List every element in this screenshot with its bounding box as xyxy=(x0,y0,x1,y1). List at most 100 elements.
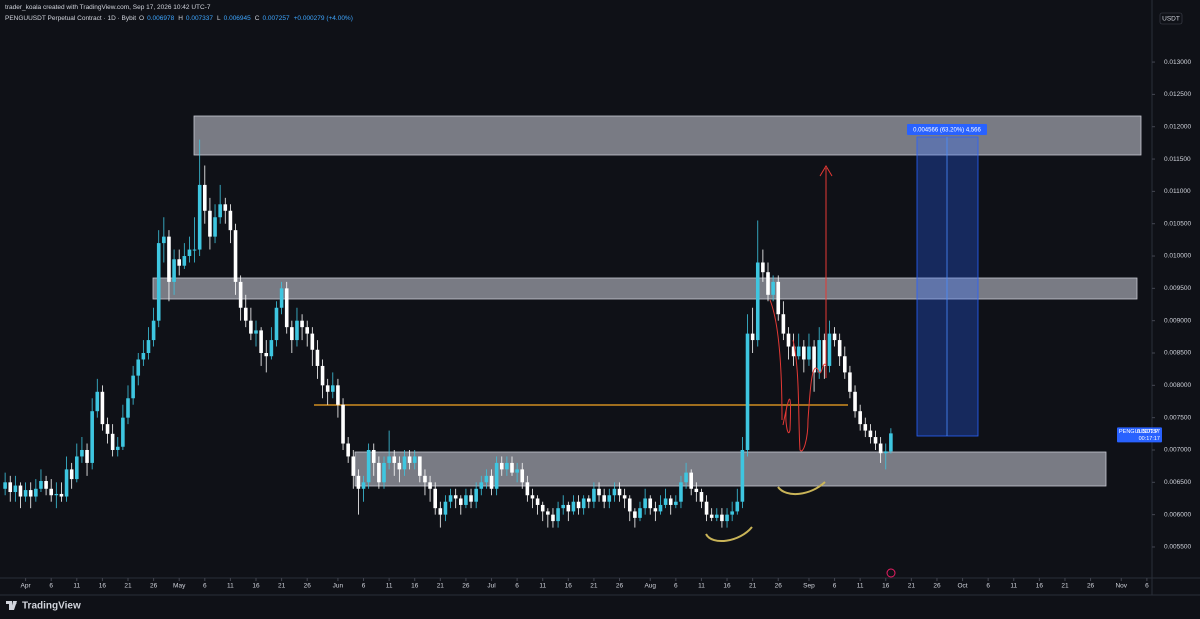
x-tick-label: 26 xyxy=(616,583,624,590)
candle-body xyxy=(274,307,279,341)
candle-body xyxy=(28,490,33,497)
candle-body xyxy=(49,488,53,496)
x-tick-label: 21 xyxy=(1061,583,1069,590)
candle-body xyxy=(499,462,504,470)
candle-body xyxy=(709,514,714,518)
candle-body xyxy=(740,449,745,502)
candle-body xyxy=(525,482,530,496)
y-tick-label: 0.006500 xyxy=(1164,479,1191,486)
candle-body xyxy=(346,443,350,457)
candle-body xyxy=(264,353,269,357)
candle-body xyxy=(484,475,489,483)
candle-body xyxy=(689,472,693,489)
candle-body xyxy=(13,485,18,493)
candle-body xyxy=(668,498,673,505)
x-tick-label: 6 xyxy=(49,583,53,590)
candle-body xyxy=(121,417,125,447)
candle-body xyxy=(694,488,699,493)
candle-body xyxy=(279,288,284,308)
candle-body xyxy=(75,456,79,480)
candle-body xyxy=(627,498,632,512)
candle-body xyxy=(612,488,617,496)
y-tick-label: 0.012000 xyxy=(1164,123,1191,130)
candle-body xyxy=(459,498,463,505)
legend-value: 0.007257 xyxy=(262,15,290,22)
x-tick-label: 6 xyxy=(674,583,678,590)
x-tick-label: 21 xyxy=(749,583,757,590)
candle-body xyxy=(284,288,289,328)
candle-body xyxy=(448,495,453,502)
candle-body xyxy=(177,259,181,266)
candle-body xyxy=(515,469,519,473)
candle-body xyxy=(822,340,827,366)
y-tick-label: 0.005500 xyxy=(1164,544,1191,551)
x-tick-label: 21 xyxy=(278,583,286,590)
candle-body xyxy=(802,346,806,360)
y-tick-label: 0.010000 xyxy=(1164,253,1191,260)
candle-body xyxy=(643,498,647,509)
candle-body xyxy=(663,498,668,505)
candle-body xyxy=(520,469,525,483)
candle-body xyxy=(69,469,74,480)
y-tick-label: 0.008500 xyxy=(1164,350,1191,357)
candle-body xyxy=(853,391,857,412)
candle-body xyxy=(556,508,560,522)
candle-body xyxy=(438,508,443,515)
candle-body xyxy=(341,404,345,444)
candle-body xyxy=(23,490,28,497)
candle-body xyxy=(218,204,222,218)
candle-body xyxy=(889,433,893,452)
x-tick-label: 16 xyxy=(723,583,731,590)
candle-body xyxy=(464,495,468,505)
candle-body xyxy=(187,249,192,257)
candle-body xyxy=(597,488,601,496)
candle-body xyxy=(858,411,862,425)
candle-body xyxy=(878,443,883,454)
candle-body xyxy=(443,501,448,515)
candle-body xyxy=(827,333,832,366)
price-label-countdown: 00:17:17 xyxy=(1139,436,1160,442)
x-tick-label: 26 xyxy=(775,583,783,590)
candle-body xyxy=(197,184,202,250)
candle-body xyxy=(766,272,770,295)
annotation-curve xyxy=(705,526,753,543)
candle-body xyxy=(653,508,658,512)
candle-body xyxy=(39,481,43,489)
candle-body xyxy=(361,482,366,489)
candle-body xyxy=(243,307,248,321)
zone xyxy=(152,277,1138,300)
price-label-box xyxy=(1117,427,1162,443)
x-tick-label: 6 xyxy=(833,583,837,590)
candle-body xyxy=(249,320,253,334)
candle-body xyxy=(167,236,171,282)
candle-body xyxy=(704,501,709,515)
legend-key: O xyxy=(139,15,145,22)
candle-body xyxy=(64,469,69,497)
x-tick-label: Apr xyxy=(21,583,32,590)
candle-body xyxy=(290,327,294,341)
candle-body xyxy=(131,375,135,399)
candle-body xyxy=(126,398,130,418)
candle-body xyxy=(622,495,627,499)
x-tick-label: 26 xyxy=(1087,583,1095,590)
x-tick-label: 16 xyxy=(99,583,107,590)
candle-body xyxy=(781,314,786,334)
x-tick-label: 21 xyxy=(124,583,132,590)
candle-body xyxy=(387,456,391,463)
candle-body xyxy=(223,204,228,211)
x-tick-label: 6 xyxy=(362,583,366,590)
candle-body xyxy=(325,385,330,392)
candle-body xyxy=(423,475,427,483)
candle-body xyxy=(259,330,263,354)
candle-body xyxy=(786,333,791,347)
candle-body xyxy=(305,327,309,334)
x-tick-label: May xyxy=(173,583,186,590)
candle-body xyxy=(837,340,842,357)
candle-body xyxy=(750,333,755,341)
candle-body xyxy=(587,498,591,502)
candle-body xyxy=(208,210,212,237)
candle-body xyxy=(679,482,683,502)
arrow-head xyxy=(819,165,833,177)
